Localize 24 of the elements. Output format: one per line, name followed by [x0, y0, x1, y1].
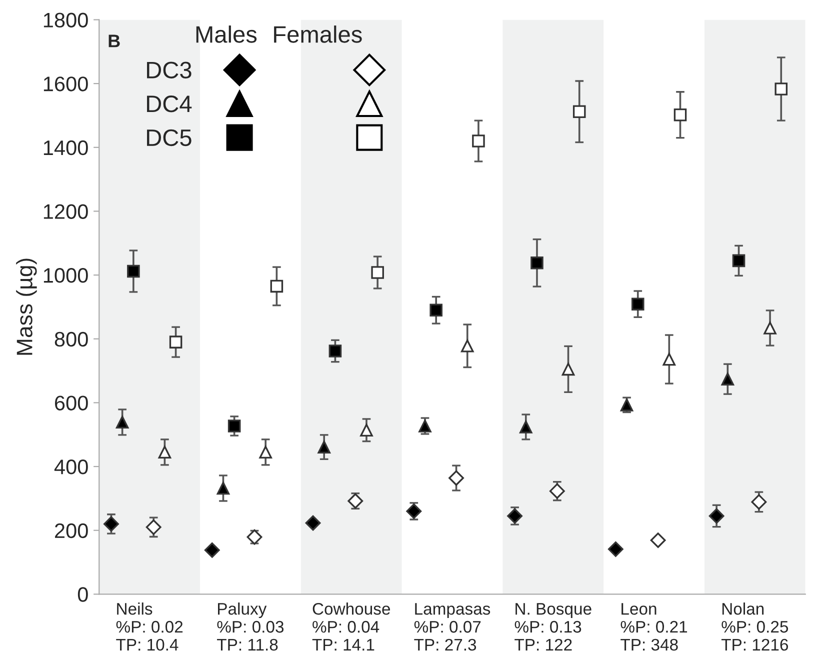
legend-label: DC5 — [147, 129, 192, 146]
y-tick-label: 1600 — [44, 76, 88, 92]
x-tick-label: Neils %P: 0.02 TP: 10.4 — [116, 602, 183, 651]
legend-label: DC4 — [147, 96, 192, 112]
y-tick-label: 1200 — [44, 204, 88, 219]
annotation: Females — [274, 25, 362, 43]
x-tick-label: Leon %P: 0.21 TP: 348 — [620, 603, 688, 651]
x-tick-label: Cowhouse %P: 0.04 TP: 14.1 — [312, 602, 390, 650]
y-tick-label: 0 — [78, 587, 88, 602]
y-tick-label: 200 — [54, 523, 88, 538]
y-tick-label: 1800 — [44, 12, 88, 28]
y-tick-label: 1400 — [44, 140, 88, 156]
y-tick-label: 600 — [55, 396, 88, 410]
x-tick-label: Paluxy %P: 0.03 TP: 11.8 — [217, 602, 284, 651]
annotation: Males — [196, 25, 257, 43]
y-tick-label: 400 — [54, 460, 88, 474]
x-tick-label: Lampasas %P: 0.07 TP: 27.3 — [414, 603, 490, 651]
legend-label: DC3 — [147, 62, 192, 78]
y-axis-title: Mass (µg) — [16, 258, 37, 355]
annotation: B — [108, 34, 120, 48]
y-tick-label: 1000 — [44, 268, 88, 283]
x-tick-label: N. Bosque %P: 0.13 TP: 122 — [514, 603, 592, 650]
y-tick-label: 800 — [54, 332, 88, 347]
x-tick-label: Nolan %P: 0.25 TP: 1216 — [721, 602, 788, 651]
